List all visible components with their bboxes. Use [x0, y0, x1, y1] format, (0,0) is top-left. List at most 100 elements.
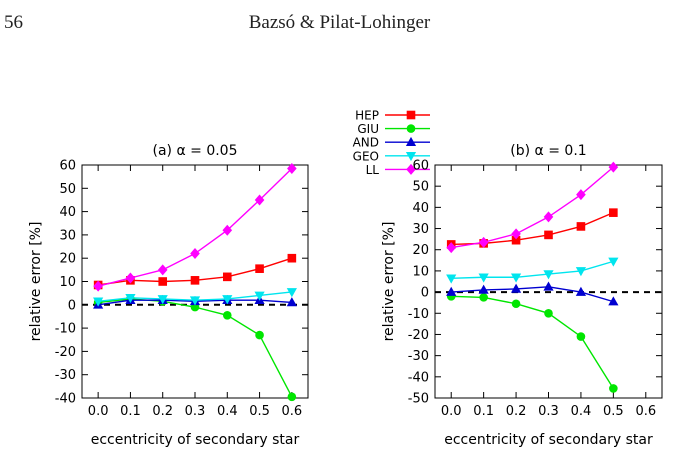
data-point-geo — [446, 274, 457, 284]
x-axis-label: eccentricity of secondary star — [91, 432, 300, 448]
data-point-ll — [608, 161, 619, 173]
data-point-and — [510, 283, 522, 293]
series-line-hep — [451, 212, 614, 246]
data-point-ll — [125, 272, 136, 284]
data-point-hep — [576, 222, 586, 231]
data-point-ll — [446, 242, 457, 254]
data-point-hep — [287, 253, 297, 263]
x-tick-label: 0.3 — [185, 404, 206, 419]
y-tick-label: -10 — [55, 322, 76, 337]
chart-panel-a: -40 -30 -20 -10 0 10 20 30 40 50 60 0.0 0.1 0.2 0.3 0.4… — [28, 143, 309, 448]
series-line-and — [451, 286, 614, 303]
y-tick-label: 40 — [412, 201, 429, 216]
legend-marker-ll — [406, 163, 416, 175]
y-tick-label: 20 — [412, 243, 429, 258]
data-point-ll — [478, 236, 489, 248]
data-point-giu — [609, 384, 618, 393]
data-point-hep — [255, 264, 264, 273]
data-point-geo — [189, 296, 201, 306]
x-tick-label: 0.5 — [249, 404, 270, 419]
data-point-and — [575, 286, 587, 296]
x-tick-label: 0.6 — [635, 404, 656, 419]
data-point-hep — [222, 272, 232, 282]
y-tick-label: 30 — [59, 228, 76, 243]
data-point-hep — [190, 276, 200, 285]
series-line-giu — [451, 295, 614, 389]
page-header: 56 Bazsó & Pilat-Lohinger — [0, 0, 679, 40]
data-point-geo — [575, 267, 587, 277]
y-axis-label: relative error [%] — [381, 222, 397, 342]
data-point-giu — [255, 330, 264, 340]
y-tick-label: 10 — [59, 275, 76, 290]
x-tick-label: 0.2 — [506, 404, 527, 419]
x-tick-label: 0.3 — [538, 404, 559, 419]
y-tick-label: -50 — [408, 392, 429, 407]
y-tick-label: 0 — [421, 286, 429, 301]
data-point-geo — [222, 295, 233, 305]
legend-marker-and — [405, 136, 417, 146]
data-point-ll — [93, 280, 103, 292]
legend-label-giu: GIU — [357, 122, 379, 136]
series-line-geo — [451, 260, 614, 280]
data-point-and — [286, 297, 297, 307]
y-tick-label: 0 — [68, 298, 76, 313]
data-point-giu — [544, 308, 553, 318]
data-point-ll — [576, 189, 586, 201]
x-axis-label: eccentricity of secondary star — [444, 432, 653, 448]
x-tick-label: 0.2 — [152, 404, 173, 419]
data-point-geo — [286, 288, 297, 298]
data-point-and — [608, 296, 619, 306]
y-tick-label: 60 — [59, 159, 76, 174]
data-point-geo — [157, 295, 168, 305]
data-point-ll — [511, 228, 521, 240]
data-point-giu — [576, 332, 586, 341]
data-point-geo — [608, 257, 619, 267]
x-tick-label: 0.4 — [571, 404, 592, 419]
chart-panel-b: -50 -40 -30 -20 -10 0 10 20 30 40 50 60 0.0 0.1 0.2 0.3… — [381, 143, 663, 448]
x-tick-label: 0.4 — [217, 404, 238, 419]
y-tick-label: -30 — [408, 349, 429, 364]
y-tick-label: 10 — [412, 264, 429, 279]
x-tick-label: 0.1 — [120, 404, 141, 419]
running-title: Bazsó & Pilat-Lohinger — [248, 12, 431, 33]
x-tick-label: 0.6 — [282, 404, 303, 419]
y-tick-label: 50 — [412, 180, 429, 195]
chart-title: (b) α = 0.1 — [510, 143, 586, 159]
data-point-geo — [543, 270, 554, 280]
data-point-hep — [158, 277, 168, 286]
data-point-geo — [254, 291, 265, 301]
legend-marker-hep — [406, 110, 416, 120]
data-point-ll — [287, 162, 297, 174]
legend-marker-geo — [405, 152, 417, 162]
y-tick-label: -20 — [408, 328, 429, 343]
data-point-ll — [157, 264, 168, 276]
data-point-ll — [190, 248, 200, 260]
legend-marker-giu — [406, 124, 416, 133]
data-point-geo — [510, 273, 522, 283]
x-tick-label: 0.5 — [603, 404, 624, 419]
series-line-giu — [98, 298, 293, 398]
data-point-geo — [478, 273, 489, 283]
y-tick-label: 30 — [412, 222, 429, 237]
page-number: 56 — [4, 12, 23, 33]
data-point-ll — [222, 224, 233, 236]
legend-label-ll: LL — [366, 163, 380, 177]
data-point-giu — [479, 293, 488, 302]
data-point-hep — [609, 208, 618, 217]
data-point-giu — [511, 299, 521, 309]
y-tick-label: -40 — [408, 370, 429, 385]
y-tick-label: 50 — [59, 182, 76, 197]
legend-label-hep: HEP — [355, 109, 379, 123]
y-tick-label: 60 — [412, 159, 429, 174]
series-line-ll — [451, 166, 614, 249]
legend-label-geo: GEO — [353, 149, 379, 163]
y-tick-label: -10 — [408, 307, 429, 322]
x-tick-label: 0.1 — [473, 404, 494, 419]
y-tick-label: 20 — [59, 252, 76, 267]
data-point-geo — [93, 297, 104, 307]
y-tick-label: -40 — [55, 392, 76, 407]
data-point-and — [543, 281, 554, 291]
y-axis-label: relative error [%] — [28, 222, 44, 342]
